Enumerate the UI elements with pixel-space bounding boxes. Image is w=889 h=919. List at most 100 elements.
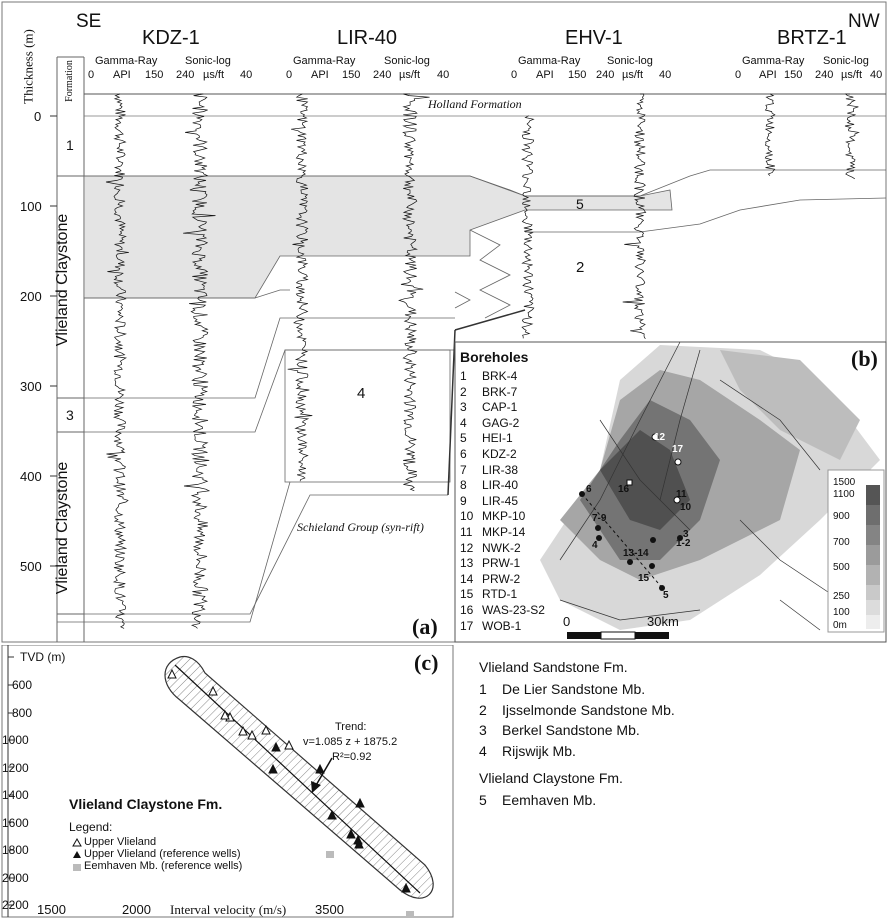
gr-scale-max: 150 xyxy=(342,69,361,81)
borehole-name: NWK-2 xyxy=(482,540,521,555)
borehole-name: LIR-40 xyxy=(482,478,519,493)
member-name: Eemhaven Mb. xyxy=(502,792,597,808)
member-number: 3 xyxy=(479,722,487,738)
member-name: De Lier Sandstone Mb. xyxy=(502,681,646,697)
crossplot-xtick: 3500 xyxy=(315,902,344,917)
legend-title: Legend: xyxy=(69,820,113,834)
gr-scale-min: 0 xyxy=(88,69,95,81)
member-name: Rijswijk Mb. xyxy=(502,742,576,759)
borehole-number: 9 xyxy=(460,493,467,508)
gr-scale-unit: API xyxy=(759,69,777,81)
member-number: 4 xyxy=(479,742,487,759)
borehole-number: 7 xyxy=(460,462,467,477)
scale-label-0: 0 xyxy=(563,614,571,629)
direction-nw: NW xyxy=(848,11,880,32)
gr-scale-min: 0 xyxy=(735,69,742,81)
gr-scale-unit: API xyxy=(536,69,554,81)
gamma-ray-label: Gamma-Ray xyxy=(293,55,356,67)
borehole-name: LIR-38 xyxy=(482,462,519,477)
crossplot-ytick: 1000 xyxy=(2,733,29,747)
borehole-name: CAP-1 xyxy=(482,400,518,415)
borehole-number: 11 xyxy=(460,525,473,539)
sonic-scale-min: 240 xyxy=(815,69,834,81)
borehole-name: PRW-1 xyxy=(482,556,521,571)
data-point xyxy=(327,809,337,820)
borehole-number: 8 xyxy=(460,478,467,493)
log-trace xyxy=(287,93,313,482)
crossplot-ytick: 1800 xyxy=(2,843,29,857)
crossplot-ytick: 1600 xyxy=(2,815,29,830)
sonic-scale-unit: µs/ft xyxy=(203,69,225,81)
crossplot-ylabel: TVD (m) xyxy=(20,650,66,664)
member-number: 1 xyxy=(479,681,487,697)
sonic-scale-unit: µs/ft xyxy=(622,69,644,81)
direction-se: SE xyxy=(76,11,102,32)
gr-scale-max: 150 xyxy=(784,69,803,81)
crossplot-ytick: 2000 xyxy=(2,870,29,885)
panel-b-label: (b) xyxy=(851,346,878,371)
data-point xyxy=(326,851,334,858)
borehole-number: 12 xyxy=(460,540,474,555)
vlieland-claystone-lower: Vlieland Claystone xyxy=(54,461,71,595)
sonic-scale-min: 240 xyxy=(176,69,195,81)
data-point xyxy=(406,911,414,918)
crossplot-xtick: 1500 xyxy=(37,902,66,917)
vlieland-claystone-upper: Vlieland Claystone xyxy=(54,213,71,347)
panel-c-label: (c) xyxy=(414,650,439,675)
gr-scale-min: 0 xyxy=(286,69,293,81)
trend-r2: R²=0.92 xyxy=(332,751,372,763)
data-point xyxy=(284,739,294,750)
crossplot-ytick: 600 xyxy=(12,678,33,692)
borehole-number: 4 xyxy=(460,415,467,430)
sonic-scale-min: 240 xyxy=(373,69,392,81)
thickness-tick: 100 xyxy=(20,199,42,214)
borehole-number: 13 xyxy=(460,556,474,571)
thickness-axis-label: Thickness (m) xyxy=(20,29,36,104)
well-name-ehv1: EHV-1 xyxy=(565,27,623,49)
data-point xyxy=(315,763,325,774)
formation-unit-3: 3 xyxy=(66,407,74,423)
unit-5-shading xyxy=(83,175,673,299)
map-well-label: 12 xyxy=(654,432,666,443)
borehole-name: MKP-14 xyxy=(482,525,526,539)
formation-unit-1: 1 xyxy=(66,137,74,153)
thickness-tick: 300 xyxy=(20,379,42,394)
borehole-number: 10 xyxy=(460,509,474,524)
borehole-name: LIR-45 xyxy=(482,493,519,508)
scale-label-30km: 30km xyxy=(647,614,679,629)
sonic-scale-max: 40 xyxy=(240,69,253,81)
map-well-label: 5 xyxy=(663,590,669,601)
claystone-fm-title: Vlieland Claystone Fm. xyxy=(479,770,623,786)
trend-equation: v=1.085 z + 1875.2 xyxy=(303,736,398,748)
borehole-name: WOB-1 xyxy=(482,618,522,633)
depth-legend-value: 900 xyxy=(833,511,850,522)
borehole-number: 2 xyxy=(460,384,467,399)
map-well-label: 17 xyxy=(672,444,684,455)
borehole-name: BRK-4 xyxy=(482,369,518,383)
gr-scale-min: 0 xyxy=(511,69,518,81)
panel-a-label: (a) xyxy=(412,614,438,639)
sonic-scale-min: 240 xyxy=(596,69,615,81)
crossplot-title: Vlieland Claystone Fm. xyxy=(69,796,223,812)
velocity-crossplot xyxy=(1,645,454,918)
scale-bar xyxy=(567,631,669,640)
well-name-kdz1: KDZ-1 xyxy=(142,27,200,49)
map-well-label: 10 xyxy=(680,502,692,513)
sonic-scale-max: 40 xyxy=(437,69,450,81)
map-well-label: 7-9 xyxy=(592,513,607,524)
boreholes-title: Boreholes xyxy=(460,349,529,365)
borehole-number: 1 xyxy=(460,369,467,383)
borehole-name: HEI-1 xyxy=(482,431,513,446)
sonic-log-label: Sonic-log xyxy=(823,55,869,67)
data-point xyxy=(355,797,365,808)
borehole-name: RTD-1 xyxy=(482,587,518,602)
depth-legend-value: 500 xyxy=(833,562,850,573)
legend-eemhaven-ref: Eemhaven Mb. (reference wells) xyxy=(84,860,243,872)
log-traces xyxy=(105,93,860,629)
unit-4-label: 4 xyxy=(357,385,366,402)
member-number: 5 xyxy=(479,792,487,808)
trend-line xyxy=(174,664,421,894)
borehole-name: PRW-2 xyxy=(482,571,521,586)
